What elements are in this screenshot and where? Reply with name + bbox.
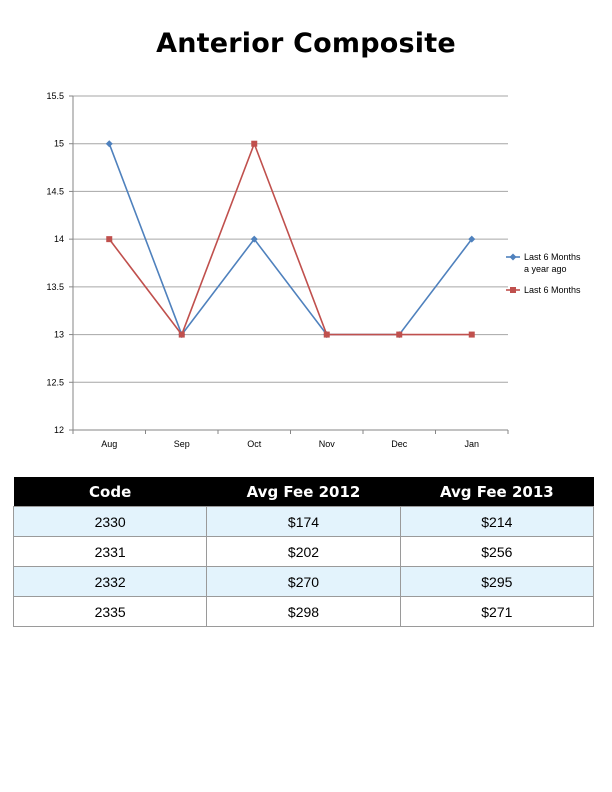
- cell-fee-2013: $295: [399, 566, 595, 597]
- series-line-2: [108, 141, 472, 337]
- cell-code: 2330: [12, 506, 208, 537]
- y-tick-label: 15.5: [46, 91, 64, 101]
- cell-code: 2331: [12, 536, 208, 567]
- page-title: Anterior Composite: [156, 28, 456, 59]
- x-tick-label: Dec: [391, 439, 408, 449]
- cell-fee-2013: $256: [399, 536, 595, 567]
- cell-code: 2332: [12, 566, 208, 597]
- x-tick-label: Sep: [174, 439, 190, 449]
- y-tick-label: 13.5: [46, 282, 64, 292]
- data-point: [468, 235, 476, 243]
- table-row: 2335 $298 $271: [12, 596, 595, 627]
- data-point: [251, 140, 258, 147]
- legend-label: Last 6 Months: [524, 252, 581, 262]
- legend-swatch-marker: [509, 253, 517, 261]
- cell-fee-2012: $202: [206, 536, 401, 567]
- series-line-1: [108, 143, 473, 337]
- data-point: [178, 331, 185, 338]
- line-chart: 15.5 15 14.5 14 13.5 13 12.5 12 Aug Sep Oct Nov Dec J…: [46, 91, 581, 449]
- header-avg-fee-2013: Avg Fee 2013: [400, 477, 594, 507]
- legend-label: Last 6 Months: [524, 285, 581, 295]
- cell-fee-2013: $214: [399, 506, 595, 537]
- header-code: Code: [13, 477, 207, 507]
- data-point: [468, 331, 475, 338]
- x-tick-label: Aug: [101, 439, 117, 449]
- table-row: 2331 $202 $256: [12, 536, 595, 567]
- header-avg-fee-2012: Avg Fee 2012: [206, 477, 401, 507]
- table-header-row: Code Avg Fee 2012 Avg Fee 2013: [13, 477, 594, 507]
- data-point: [105, 140, 113, 148]
- data-point: [323, 331, 330, 338]
- data-point: [106, 236, 113, 243]
- cell-fee-2012: $298: [206, 596, 401, 627]
- x-tick-label: Oct: [247, 439, 262, 449]
- cell-fee-2012: $174: [206, 506, 401, 537]
- cell-fee-2012: $270: [206, 566, 401, 597]
- y-tick-label: 15: [54, 139, 64, 149]
- x-tick-label: Nov: [319, 439, 336, 449]
- data-point: [250, 235, 258, 243]
- y-tick-label: 12: [54, 425, 64, 435]
- y-tick-label: 12.5: [46, 377, 64, 387]
- legend-label: a year ago: [524, 264, 567, 274]
- table-row: 2330 $174 $214: [12, 506, 595, 537]
- table-row: 2332 $270 $295: [12, 566, 595, 597]
- x-tick-label: Jan: [464, 439, 479, 449]
- y-tick-label: 13: [54, 330, 64, 340]
- fee-table: Code Avg Fee 2012 Avg Fee 2013 2330 $174…: [12, 477, 595, 627]
- y-tick-label: 14: [54, 234, 64, 244]
- y-tick-label: 14.5: [46, 186, 64, 196]
- legend-swatch-marker: [510, 287, 516, 293]
- cell-code: 2335: [12, 596, 208, 627]
- data-point: [396, 331, 403, 338]
- cell-fee-2013: $271: [399, 596, 595, 627]
